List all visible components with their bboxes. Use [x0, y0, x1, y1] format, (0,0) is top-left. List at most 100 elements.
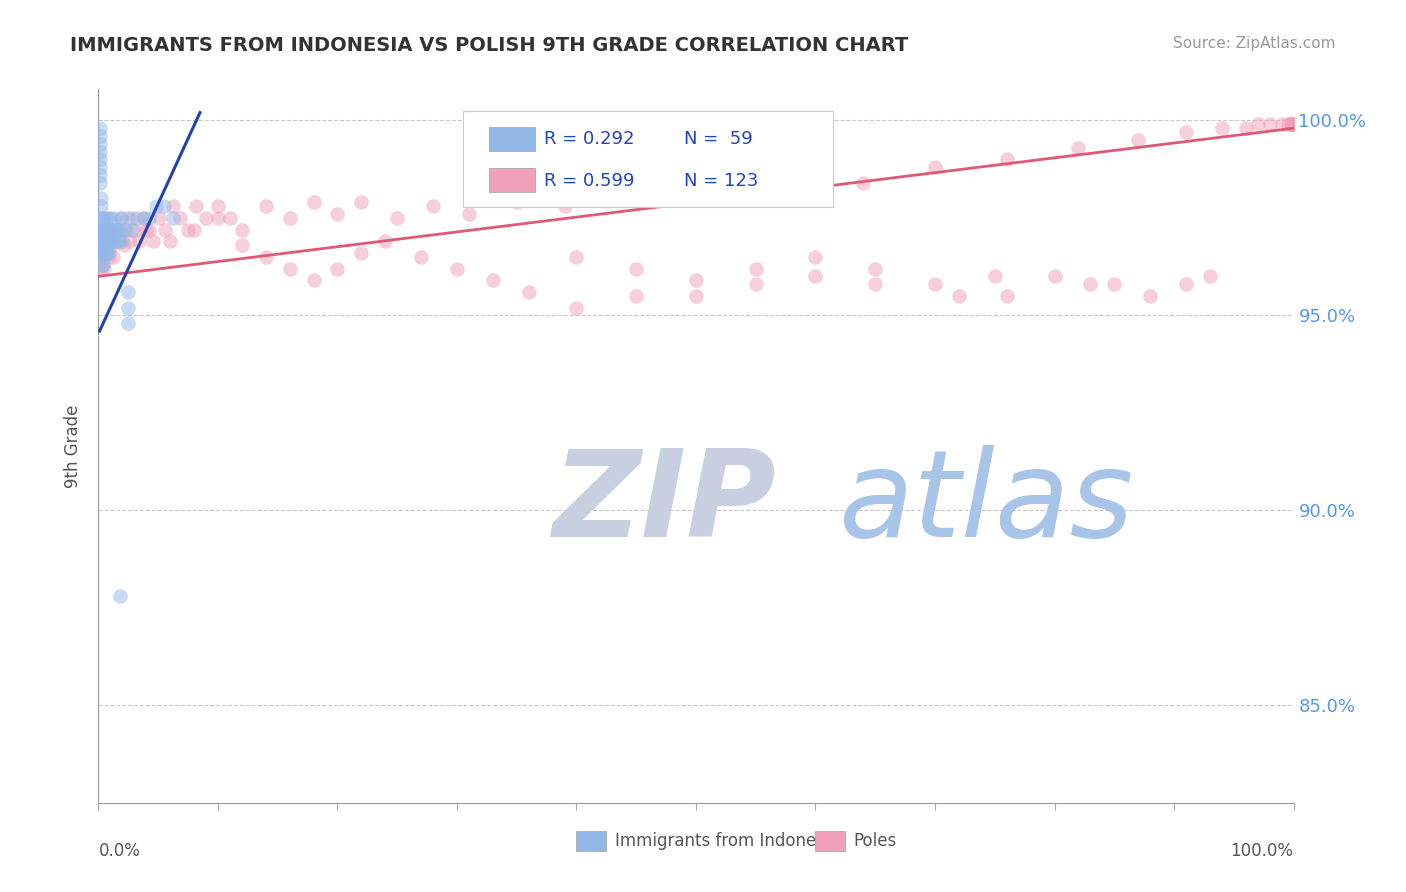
Point	[162, 211, 184, 225]
Point	[89, 234, 111, 248]
Point	[162, 199, 184, 213]
Point	[117, 301, 139, 315]
Point	[506, 195, 529, 210]
Point	[1281, 117, 1303, 131]
Point	[1258, 117, 1281, 131]
Point	[481, 273, 505, 287]
Point	[91, 234, 114, 248]
Point	[117, 285, 139, 299]
Point	[96, 246, 118, 260]
Point	[148, 211, 170, 225]
Point	[1271, 117, 1294, 131]
Point	[804, 269, 827, 284]
Point	[107, 222, 129, 236]
Point	[1281, 117, 1303, 131]
Point	[132, 211, 155, 225]
Point	[96, 211, 118, 225]
Point	[1247, 117, 1270, 131]
Point	[1281, 117, 1303, 131]
Text: 0.0%: 0.0%	[98, 842, 141, 860]
Point	[1281, 117, 1303, 131]
Point	[96, 234, 118, 248]
Text: 100.0%: 100.0%	[1230, 842, 1294, 860]
Point	[90, 261, 112, 276]
Point	[1281, 117, 1303, 131]
Point	[135, 222, 157, 236]
Point	[385, 211, 409, 225]
Point	[1281, 117, 1303, 131]
Point	[721, 184, 744, 198]
Point	[865, 277, 887, 292]
Text: N = 123: N = 123	[685, 171, 758, 189]
Point	[108, 222, 131, 236]
Point	[1281, 117, 1303, 131]
Point	[90, 246, 112, 260]
Point	[110, 211, 132, 225]
Point	[90, 222, 112, 236]
Point	[1175, 125, 1198, 139]
Bar	[489, 169, 534, 192]
Point	[121, 211, 143, 225]
Point	[924, 160, 946, 174]
Point	[101, 250, 124, 264]
Point	[89, 176, 111, 190]
Point	[626, 289, 648, 303]
Point	[97, 222, 120, 236]
Point	[89, 160, 111, 174]
Point	[98, 246, 121, 260]
Point	[411, 250, 433, 264]
Point	[1080, 277, 1102, 292]
Point	[103, 234, 125, 248]
Point	[1199, 269, 1222, 284]
Point	[685, 273, 707, 287]
Point	[1175, 277, 1198, 292]
Point	[302, 273, 325, 287]
Point	[91, 246, 114, 260]
Point	[90, 211, 112, 225]
Point	[98, 250, 121, 264]
Point	[1281, 117, 1303, 131]
Point	[302, 195, 325, 210]
Point	[1281, 117, 1303, 131]
Point	[138, 222, 160, 236]
Point	[91, 258, 114, 272]
Point	[1281, 117, 1303, 131]
Point	[90, 246, 112, 260]
Point	[780, 172, 803, 186]
Text: IMMIGRANTS FROM INDONESIA VS POLISH 9TH GRADE CORRELATION CHART: IMMIGRANTS FROM INDONESIA VS POLISH 9TH …	[70, 36, 908, 54]
Point	[107, 234, 129, 248]
Text: Source: ZipAtlas.com: Source: ZipAtlas.com	[1173, 36, 1336, 51]
Text: atlas: atlas	[839, 444, 1135, 562]
Point	[94, 234, 117, 248]
Point	[1281, 117, 1303, 131]
Point	[89, 145, 111, 159]
Point	[745, 277, 768, 292]
Point	[91, 258, 114, 272]
Point	[1067, 141, 1090, 155]
Point	[1281, 117, 1303, 131]
Point	[231, 222, 253, 236]
Point	[100, 234, 122, 248]
Point	[104, 222, 127, 236]
Point	[98, 222, 121, 236]
Point	[177, 222, 200, 236]
Point	[155, 222, 177, 236]
Point	[278, 211, 301, 225]
Point	[350, 246, 373, 260]
Point	[97, 234, 120, 248]
Point	[1281, 117, 1303, 131]
Point	[121, 222, 143, 236]
Point	[278, 261, 301, 276]
Point	[1281, 117, 1303, 131]
Point	[91, 238, 114, 252]
Point	[90, 191, 112, 205]
Point	[91, 222, 114, 236]
Point	[89, 168, 111, 182]
Text: Poles: Poles	[853, 832, 897, 850]
Point	[1281, 117, 1303, 131]
Point	[1277, 117, 1299, 131]
Point	[89, 136, 111, 151]
Point	[115, 222, 138, 236]
Point	[1281, 117, 1303, 131]
Point	[207, 199, 229, 213]
